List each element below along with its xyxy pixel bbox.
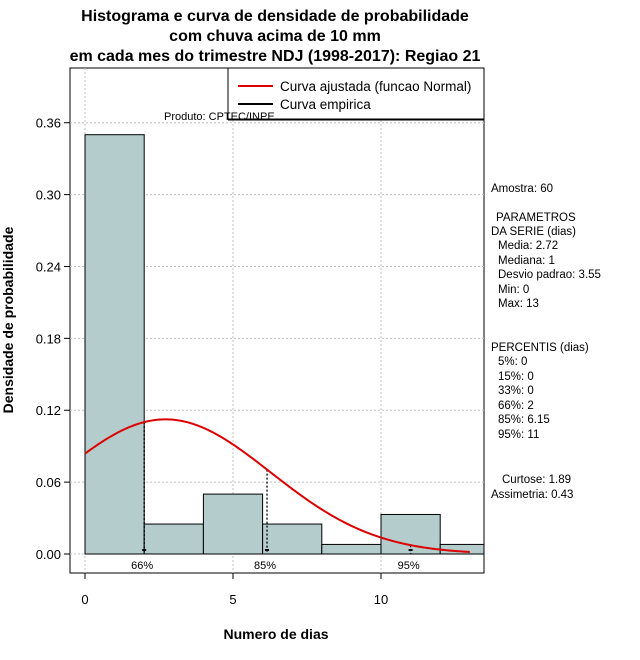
y-tick-label-0.12: 0.12 <box>36 403 61 418</box>
percentile-lines <box>142 422 413 554</box>
stat-min: Min: 0 <box>498 284 529 296</box>
normal-fit-curve <box>84 418 470 553</box>
histogram-bar-3 <box>262 523 323 555</box>
chart-title-line-3: em cada mes do trimestre NDJ (1998-2017)… <box>70 48 481 65</box>
legend: Curva ajustada (funcao Normal) Curva emp… <box>227 67 485 120</box>
credit-text: Produto: CPTEC/INPE <box>164 111 275 123</box>
y-tick-label-0.00: 0.00 <box>36 547 61 562</box>
x-tick-label-10: 10 <box>374 592 388 607</box>
histogram-bar-6 <box>439 543 485 555</box>
stat-mean: Media: 2.72 <box>498 240 558 252</box>
percentile-label-85: 85% <box>254 560 276 572</box>
y-tick-label-0.18: 0.18 <box>36 331 61 346</box>
percentile-label-95: 95% <box>398 560 420 572</box>
x-tick-label-0: 0 <box>81 592 88 607</box>
legend-label-empirical: Curva empirica <box>280 97 371 112</box>
histogram-bar-4 <box>321 543 382 555</box>
stat-sd: Desvio padrao: 3.55 <box>498 269 601 281</box>
y-tick-label-0.30: 0.30 <box>36 188 61 203</box>
stat-params-title-2: DA SERIE (dias) <box>491 226 576 238</box>
percentile-label-66: 66% <box>131 560 153 572</box>
y-tick-label-0.36: 0.36 <box>36 116 61 131</box>
stat-max: Max: 13 <box>498 298 539 310</box>
stat-kurtosis: Curtose: 1.89 <box>502 474 571 486</box>
stat-p15: 15%: 0 <box>498 371 534 383</box>
stat-percentiles-title: PERCENTIS (dias) <box>491 342 589 354</box>
chart-title-line-2: com chuva acima de 10 mm <box>169 28 381 45</box>
y-tick-label-0.06: 0.06 <box>36 475 61 490</box>
y-axis-ticks <box>64 122 70 555</box>
stat-p85: 85%: 6.15 <box>498 414 550 426</box>
x-tick-label-5: 5 <box>229 592 236 607</box>
histogram-bar-0 <box>84 134 145 555</box>
x-axis-ticks <box>84 573 382 579</box>
stat-p33: 33%: 0 <box>498 385 534 397</box>
stat-p95: 95%: 11 <box>498 429 539 441</box>
histogram-bar-1 <box>143 523 204 555</box>
stat-p66: 66%: 2 <box>498 400 534 412</box>
stats-panel: Amostra: 60 PARAMETROS DA SERIE (dias) M… <box>491 183 601 501</box>
x-axis-title: Numero de dias <box>223 626 328 642</box>
stat-sample: Amostra: 60 <box>491 183 553 195</box>
legend-label-fitted: Curva ajustada (funcao Normal) <box>280 79 471 94</box>
chart-title-line-1: Histograma e curva de densidade de proba… <box>81 8 469 25</box>
stat-median: Mediana: 1 <box>498 255 555 267</box>
stat-params-title-1: PARAMETROS <box>496 212 576 224</box>
stat-skewness: Assimetria: 0.43 <box>491 489 573 501</box>
histogram-bars <box>84 134 485 555</box>
y-tick-label-0.24: 0.24 <box>36 259 61 274</box>
y-axis-title: Densidade de probabilidade <box>0 226 16 413</box>
legend-box <box>227 67 485 120</box>
histogram-bar-2 <box>202 493 264 555</box>
stat-p5: 5%: 0 <box>498 356 527 368</box>
